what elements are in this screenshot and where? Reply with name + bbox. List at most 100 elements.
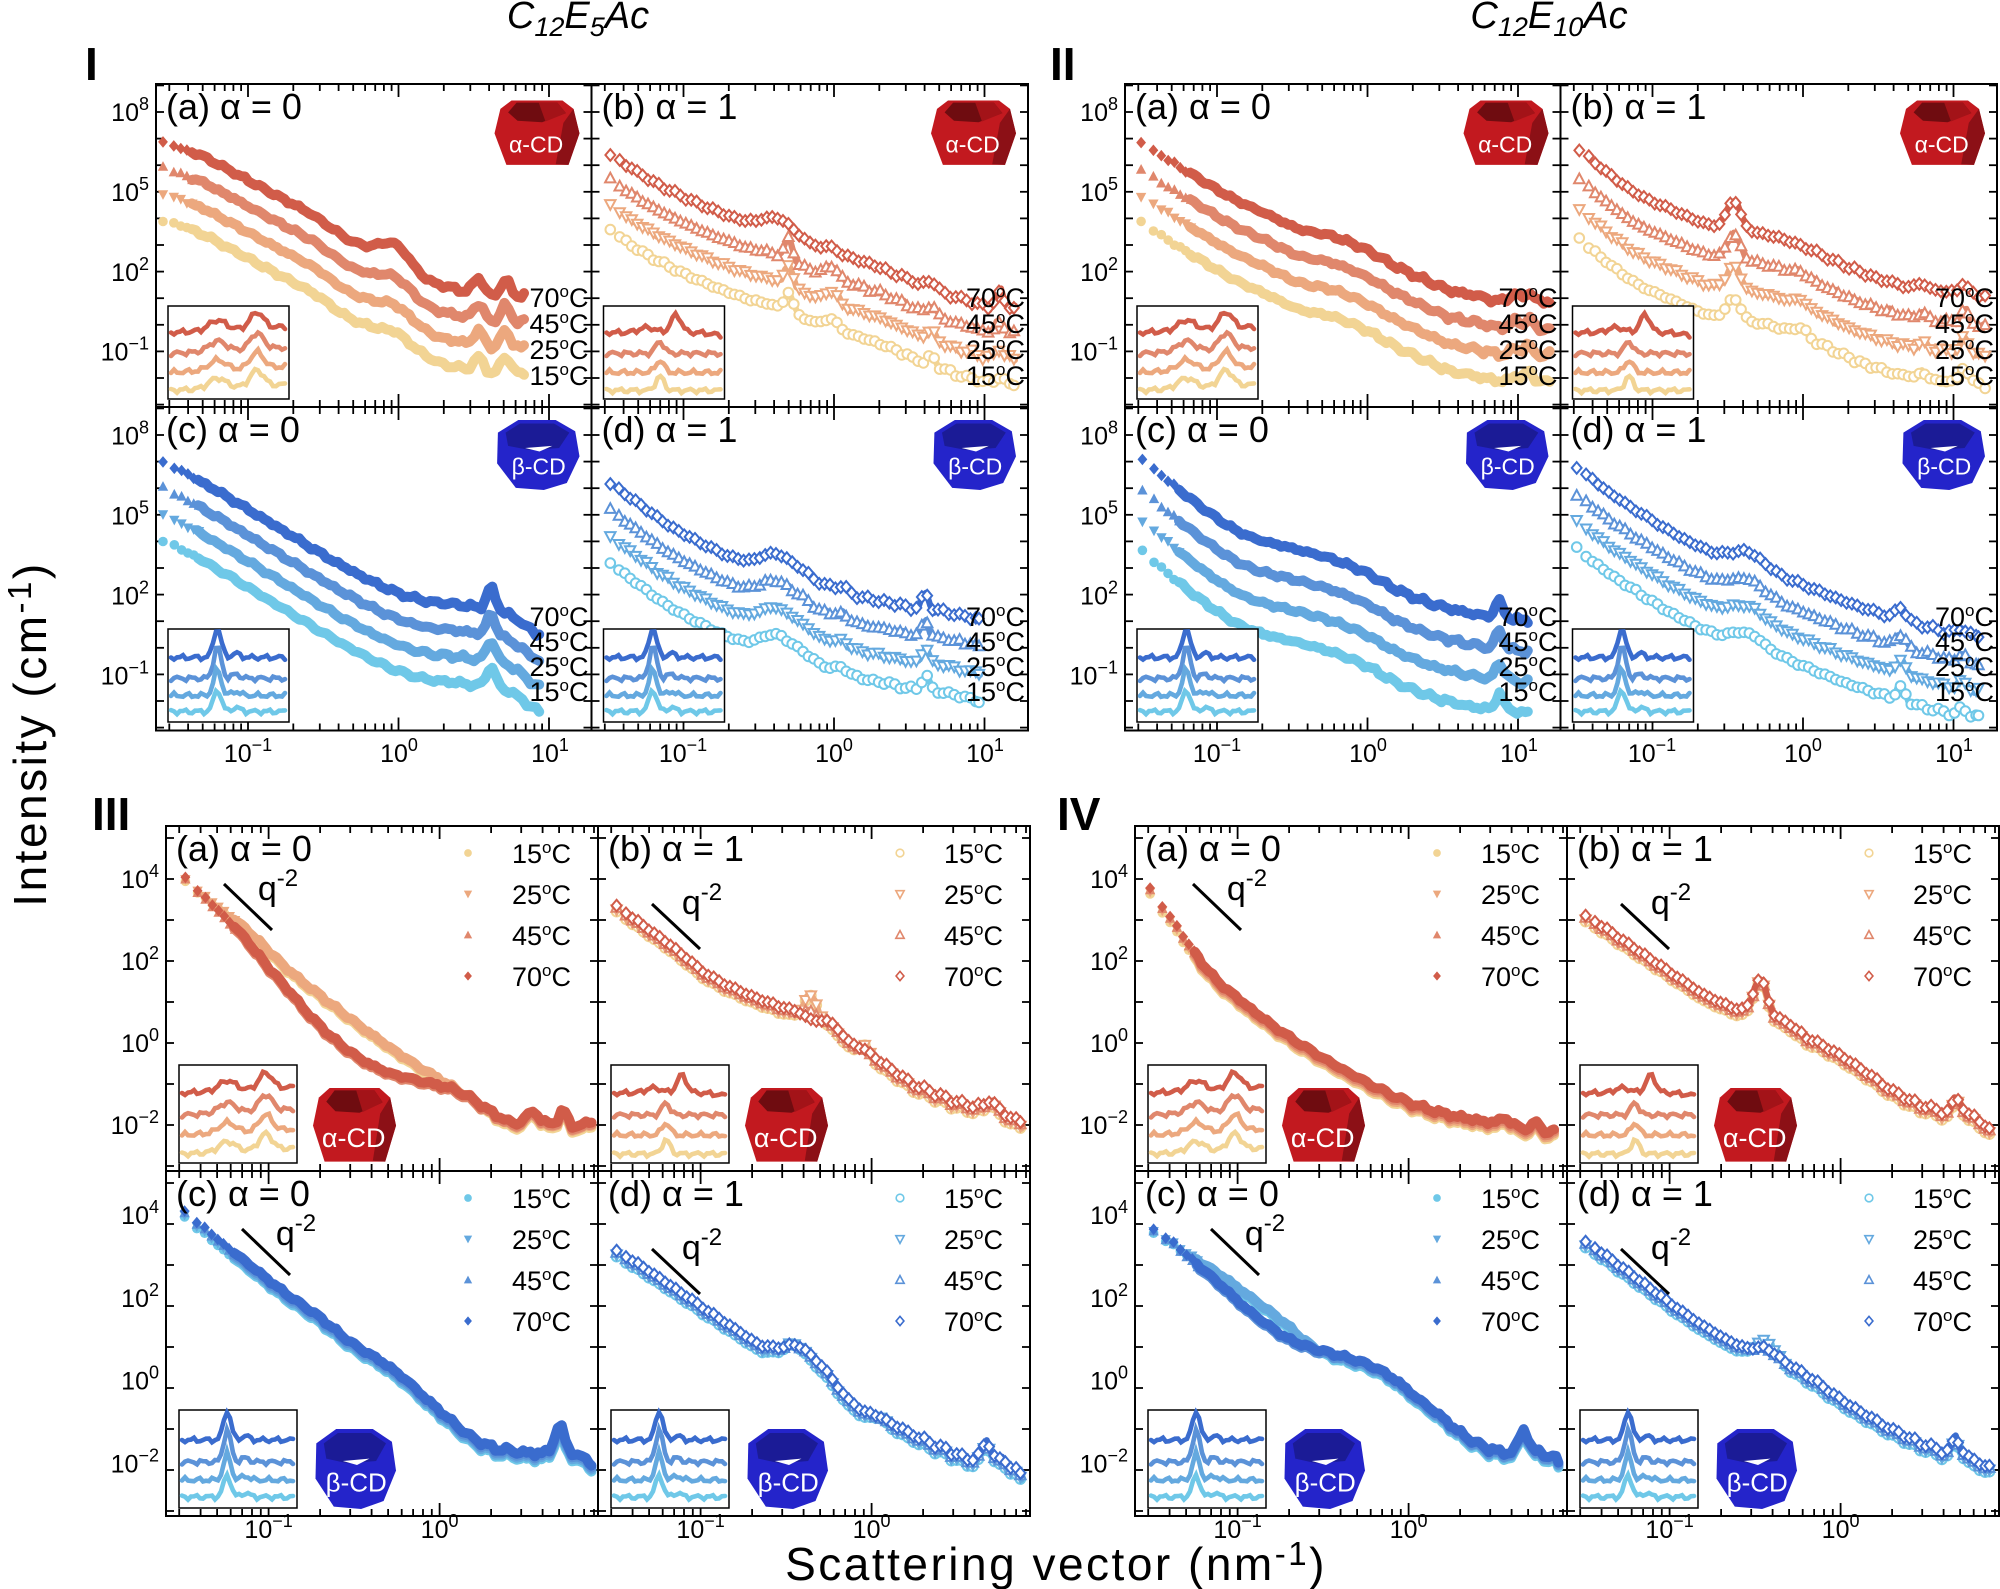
svg-text:10−2: 10−2	[1080, 1445, 1128, 1478]
svg-text:100: 100	[121, 1363, 159, 1396]
svg-text:70oC: 70oC	[1498, 282, 1557, 313]
svg-text:(b) α = 1: (b) α = 1	[1571, 86, 1707, 127]
svg-text:α-CD: α-CD	[754, 1123, 818, 1153]
svg-text:I: I	[85, 38, 98, 90]
svg-text:15oC: 15oC	[512, 838, 571, 869]
svg-text:25oC: 25oC	[944, 879, 1003, 910]
svg-text:(c) α = 0: (c) α = 0	[166, 409, 300, 450]
svg-text:102: 102	[111, 578, 149, 611]
svg-text:70oC: 70oC	[1481, 1306, 1540, 1337]
svg-text:25oC: 25oC	[966, 334, 1025, 365]
svg-text:70oC: 70oC	[966, 601, 1025, 632]
svg-text:C12E10Ac: C12E10Ac	[1470, 0, 1627, 42]
svg-text:C12E5Ac: C12E5Ac	[507, 0, 649, 42]
svg-text:10−1: 10−1	[224, 735, 272, 768]
svg-text:15oC: 15oC	[966, 360, 1025, 391]
svg-text:70oC: 70oC	[529, 282, 588, 313]
svg-text:70oC: 70oC	[512, 1306, 571, 1337]
svg-text:102: 102	[1080, 578, 1118, 611]
svg-text:10−1: 10−1	[244, 1511, 292, 1544]
svg-text:15oC: 15oC	[1913, 838, 1972, 869]
svg-text:15oC: 15oC	[1498, 360, 1557, 391]
svg-text:70oC: 70oC	[1913, 1306, 1972, 1337]
svg-text:70oC: 70oC	[944, 961, 1003, 992]
svg-text:70oC: 70oC	[1935, 601, 1994, 632]
svg-text:45oC: 45oC	[944, 920, 1003, 951]
svg-text:25oC: 25oC	[966, 651, 1025, 682]
svg-text:(a) α = 0: (a) α = 0	[1145, 828, 1281, 869]
svg-text:25oC: 25oC	[1498, 334, 1557, 365]
svg-text:45oC: 45oC	[966, 626, 1025, 657]
svg-text:70oC: 70oC	[529, 601, 588, 632]
svg-text:45oC: 45oC	[966, 308, 1025, 339]
svg-text:15oC: 15oC	[1498, 676, 1557, 707]
svg-text:α-CD: α-CD	[509, 131, 563, 157]
svg-text:(d) α = 1: (d) α = 1	[608, 1173, 744, 1214]
svg-text:45oC: 45oC	[1913, 920, 1972, 951]
svg-text:(a) α = 0: (a) α = 0	[166, 86, 302, 127]
svg-text:15oC: 15oC	[944, 1183, 1003, 1214]
svg-text:25oC: 25oC	[512, 879, 571, 910]
svg-text:25oC: 25oC	[512, 1224, 571, 1255]
svg-text:(c) α = 0: (c) α = 0	[1135, 409, 1269, 450]
svg-text:α-CD: α-CD	[1291, 1123, 1355, 1153]
svg-text:IV: IV	[1057, 788, 1101, 840]
svg-text:45oC: 45oC	[1481, 920, 1540, 951]
svg-text:45oC: 45oC	[529, 626, 588, 657]
svg-text:25oC: 25oC	[529, 334, 588, 365]
svg-text:15oC: 15oC	[1481, 838, 1540, 869]
svg-text:α-CD: α-CD	[1915, 131, 1969, 157]
svg-text:(a) α = 0: (a) α = 0	[176, 828, 312, 869]
svg-text:45oC: 45oC	[1935, 626, 1994, 657]
svg-text:Scattering vector (nm-1): Scattering vector (nm-1)	[785, 1535, 1327, 1589]
svg-text:45oC: 45oC	[1481, 1265, 1540, 1296]
svg-text:(b) α = 1: (b) α = 1	[1577, 828, 1713, 869]
svg-text:α-CD: α-CD	[1478, 131, 1532, 157]
svg-text:β-CD: β-CD	[512, 454, 566, 480]
svg-text:II: II	[1050, 38, 1076, 90]
svg-text:70oC: 70oC	[512, 961, 571, 992]
svg-text:β-CD: β-CD	[1481, 454, 1535, 480]
svg-text:α-CD: α-CD	[946, 131, 1000, 157]
svg-text:102: 102	[1080, 254, 1118, 287]
svg-text:III: III	[92, 788, 130, 840]
svg-text:β-CD: β-CD	[1727, 1467, 1788, 1497]
svg-text:45oC: 45oC	[1498, 626, 1557, 657]
svg-text:(c) α = 0: (c) α = 0	[176, 1173, 310, 1214]
svg-text:15oC: 15oC	[1481, 1183, 1540, 1214]
svg-text:25oC: 25oC	[1913, 879, 1972, 910]
svg-text:70oC: 70oC	[1498, 601, 1557, 632]
svg-text:25oC: 25oC	[529, 651, 588, 682]
svg-text:β-CD: β-CD	[1917, 454, 1971, 480]
svg-text:(b) α = 1: (b) α = 1	[608, 828, 744, 869]
svg-text:45oC: 45oC	[1935, 308, 1994, 339]
svg-text:15oC: 15oC	[512, 1183, 571, 1214]
svg-text:45oC: 45oC	[512, 920, 571, 951]
svg-text:45oC: 45oC	[529, 308, 588, 339]
svg-text:25oC: 25oC	[1481, 879, 1540, 910]
svg-text:25oC: 25oC	[1935, 651, 1994, 682]
svg-text:15oC: 15oC	[529, 676, 588, 707]
svg-text:15oC: 15oC	[944, 838, 1003, 869]
svg-text:45oC: 45oC	[512, 1265, 571, 1296]
svg-text:β-CD: β-CD	[758, 1467, 819, 1497]
svg-text:25oC: 25oC	[944, 1224, 1003, 1255]
svg-text:(d) α = 1: (d) α = 1	[1571, 409, 1707, 450]
svg-text:15oC: 15oC	[1935, 676, 1994, 707]
svg-text:10−1: 10−1	[1645, 1511, 1693, 1544]
svg-text:15oC: 15oC	[529, 360, 588, 391]
svg-text:70oC: 70oC	[1913, 961, 1972, 992]
svg-text:15oC: 15oC	[966, 676, 1025, 707]
svg-text:45oC: 45oC	[944, 1265, 1003, 1296]
svg-text:25oC: 25oC	[1935, 334, 1994, 365]
svg-text:100: 100	[1349, 735, 1387, 768]
svg-text:15oC: 15oC	[1913, 1183, 1972, 1214]
svg-text:45oC: 45oC	[1498, 308, 1557, 339]
svg-text:70oC: 70oC	[1935, 282, 1994, 313]
svg-text:(d) α = 1: (d) α = 1	[1577, 1173, 1713, 1214]
svg-text:70oC: 70oC	[1481, 961, 1540, 992]
svg-text:Intensity (cm-1): Intensity (cm-1)	[1, 561, 56, 906]
svg-text:10−1: 10−1	[1213, 1511, 1261, 1544]
svg-text:α-CD: α-CD	[322, 1123, 386, 1153]
svg-text:15oC: 15oC	[1935, 360, 1994, 391]
